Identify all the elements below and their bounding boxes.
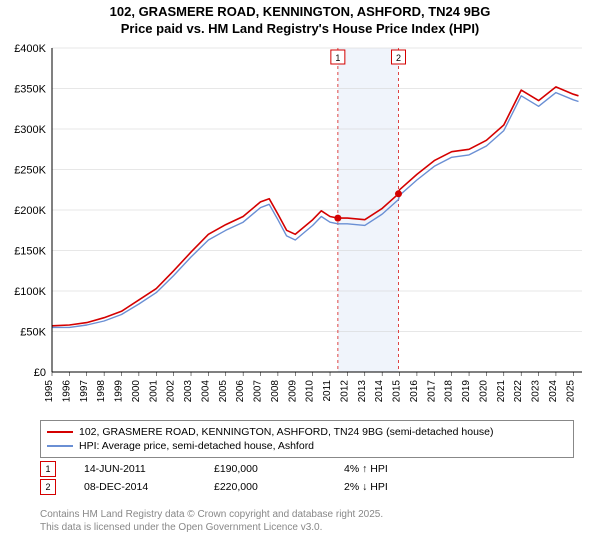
x-tick-label: 2007 [253,380,264,403]
marker-date: 14-JUN-2011 [84,463,214,475]
x-tick-label: 2001 [148,380,159,403]
x-tick-label: 2022 [513,380,524,403]
x-tick-label: 2002 [166,380,177,403]
x-tick-label: 2012 [339,380,350,403]
x-tick-label: 2025 [565,380,576,403]
marker-table-row: 2 08-DEC-2014£220,0002% ↓ HPI [40,478,560,496]
y-tick-label: £150K [14,246,46,258]
x-tick-label: 2024 [548,380,559,403]
legend-swatch [47,445,73,447]
marker-delta: 2% ↓ HPI [344,481,444,493]
x-tick-label: 1998 [96,380,107,403]
x-tick-label: 2010 [305,380,316,403]
footnote-line2: This data is licensed under the Open Gov… [40,521,560,534]
x-tick-label: 2008 [270,380,281,403]
marker-num-box: 2 [40,479,56,495]
x-tick-label: 2005 [218,380,229,403]
x-tick-label: 2003 [183,380,194,403]
x-tick-label: 2017 [426,380,437,403]
footnote-line1: Contains HM Land Registry data © Crown c… [40,508,560,521]
chart-title: 102, GRASMERE ROAD, KENNINGTON, ASHFORD,… [0,0,600,38]
marker-flag-num: 1 [335,53,340,63]
series-property [52,87,579,326]
x-tick-label: 2014 [374,380,385,403]
x-tick-label: 2009 [287,380,298,403]
legend-row: 102, GRASMERE ROAD, KENNINGTON, ASHFORD,… [47,425,567,439]
chart-svg: £0 £50K £100K £150K £200K £250K £300K £350K £400… [0,40,600,410]
marker-dot [395,190,402,197]
marker-table: 1 14-JUN-2011£190,0004% ↑ HPI 2 08-DEC-2014… [40,460,560,496]
marker-price: £220,000 [214,481,344,493]
x-tick-label: 2023 [531,380,542,403]
y-tick-label: £250K [14,165,46,177]
x-tick-label: 1999 [114,380,125,403]
title-line2: Price paid vs. HM Land Registry's House … [0,21,600,38]
x-tick-label: 2004 [200,380,211,403]
marker-date: 08-DEC-2014 [84,481,214,493]
legend-label: HPI: Average price, semi-detached house,… [79,440,314,452]
x-tick-label: 2000 [131,380,142,403]
y-tick-label: £300K [14,124,46,136]
legend-row: HPI: Average price, semi-detached house,… [47,439,567,453]
y-tick-label: £350K [14,84,46,96]
footnote: Contains HM Land Registry data © Crown c… [40,508,560,534]
x-tick-label: 2019 [461,380,472,403]
marker-num-box: 1 [40,461,56,477]
x-tick-label: 2018 [444,380,455,403]
legend-swatch [47,431,73,433]
y-tick-label: £0 [34,367,46,379]
x-tick-label: 2021 [496,380,507,403]
legend: 102, GRASMERE ROAD, KENNINGTON, ASHFORD,… [40,420,574,458]
chart-area: £0 £50K £100K £150K £200K £250K £300K £350K £400… [0,40,600,410]
marker-price: £190,000 [214,463,344,475]
x-tick-label: 2016 [409,380,420,403]
y-tick-label: £50K [20,327,46,339]
legend-label: 102, GRASMERE ROAD, KENNINGTON, ASHFORD,… [79,426,494,438]
x-tick-label: 1996 [61,380,72,403]
marker-table-row: 1 14-JUN-2011£190,0004% ↑ HPI [40,460,560,478]
x-tick-label: 1995 [44,380,55,403]
title-line1: 102, GRASMERE ROAD, KENNINGTON, ASHFORD,… [0,4,600,21]
x-tick-label: 1997 [79,380,90,403]
y-tick-label: £400K [14,43,46,55]
marker-flag-num: 2 [396,53,401,63]
x-tick-label: 2006 [235,380,246,403]
x-tick-label: 2011 [322,380,333,402]
y-tick-label: £200K [14,205,46,217]
x-tick-label: 2013 [357,380,368,403]
x-tick-label: 2015 [392,380,403,403]
y-tick-label: £100K [14,286,46,298]
marker-dot [334,215,341,222]
x-tick-label: 2020 [478,380,489,403]
marker-delta: 4% ↑ HPI [344,463,444,475]
